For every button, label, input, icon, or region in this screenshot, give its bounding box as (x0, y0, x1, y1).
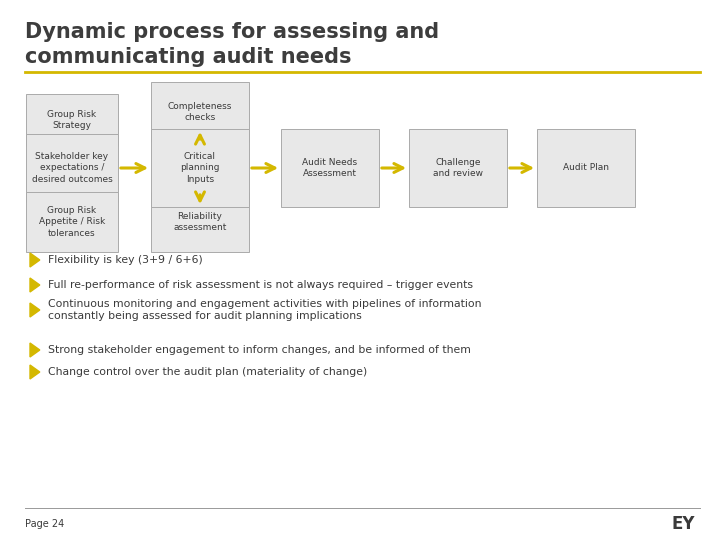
FancyBboxPatch shape (409, 129, 507, 207)
Text: Group Risk
Strategy: Group Risk Strategy (48, 110, 96, 130)
Text: Full re-performance of risk assessment is not always required – trigger events: Full re-performance of risk assessment i… (48, 280, 473, 290)
Polygon shape (30, 365, 40, 379)
Text: Reliability
assessment: Reliability assessment (174, 212, 227, 232)
FancyBboxPatch shape (151, 129, 249, 207)
Text: communicating audit needs: communicating audit needs (25, 47, 351, 67)
Polygon shape (30, 303, 40, 317)
Text: Audit Plan: Audit Plan (563, 164, 609, 172)
Text: Page 24: Page 24 (25, 519, 64, 529)
Text: Critical
planning
Inputs: Critical planning Inputs (180, 152, 220, 184)
FancyBboxPatch shape (151, 192, 249, 252)
Text: Group Risk
Appetite / Risk
tolerances: Group Risk Appetite / Risk tolerances (39, 206, 105, 238)
FancyBboxPatch shape (26, 94, 118, 146)
Polygon shape (30, 253, 40, 267)
Text: Completeness
checks: Completeness checks (168, 102, 232, 122)
Text: Audit Needs
Assessment: Audit Needs Assessment (302, 158, 358, 178)
FancyBboxPatch shape (537, 129, 635, 207)
FancyBboxPatch shape (26, 134, 118, 202)
FancyBboxPatch shape (26, 192, 118, 252)
Text: Change control over the audit plan (materiality of change): Change control over the audit plan (mate… (48, 367, 367, 377)
Text: Dynamic process for assessing and: Dynamic process for assessing and (25, 22, 439, 42)
Polygon shape (30, 343, 40, 357)
Text: Stakeholder key
expectations /
desired outcomes: Stakeholder key expectations / desired o… (32, 152, 112, 184)
Text: Strong stakeholder engagement to inform changes, and be informed of them: Strong stakeholder engagement to inform … (48, 345, 471, 355)
FancyBboxPatch shape (151, 82, 249, 142)
Text: Challenge
and review: Challenge and review (433, 158, 483, 178)
Text: EY: EY (672, 515, 695, 533)
Text: Flexibility is key (3+9 / 6+6): Flexibility is key (3+9 / 6+6) (48, 255, 203, 265)
Polygon shape (30, 278, 40, 292)
FancyBboxPatch shape (281, 129, 379, 207)
Text: Continuous monitoring and engagement activities with pipelines of information
co: Continuous monitoring and engagement act… (48, 299, 482, 321)
